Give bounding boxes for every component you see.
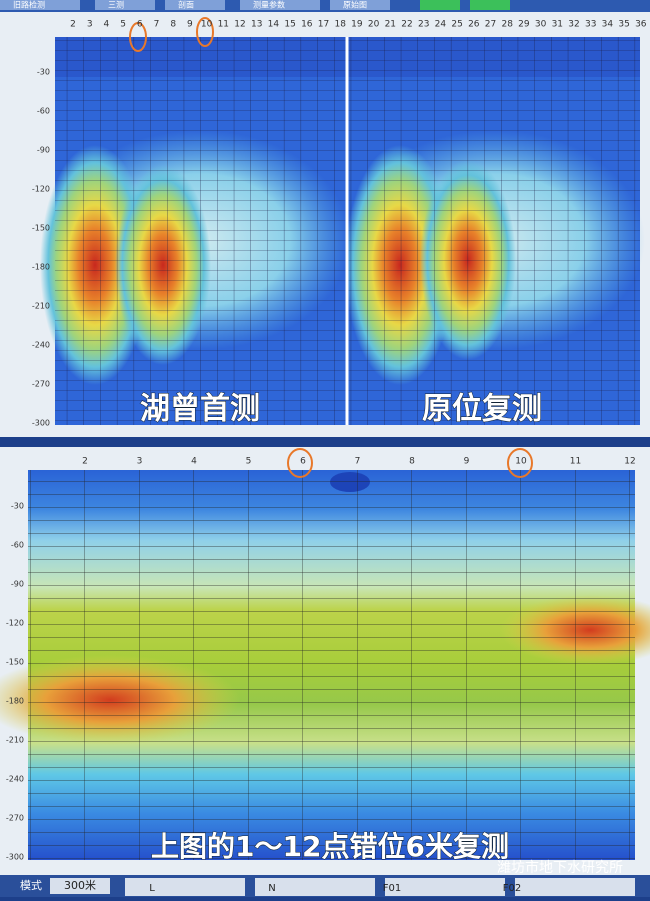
y-tick-label: -60 <box>11 541 24 550</box>
x-tick-label: 25 <box>451 20 462 30</box>
x-tick-label: 28 <box>501 20 513 30</box>
y-tick-label: -30 <box>37 68 50 77</box>
y-tick-label: -120 <box>32 185 50 194</box>
x-tick-label: 26 <box>468 20 480 30</box>
x-tick-label: 6 <box>300 457 306 467</box>
tab[interactable]: 测量参数 <box>253 0 285 10</box>
x-tick-label: 5 <box>246 457 252 467</box>
mode-label: 模式 <box>20 879 42 892</box>
x-tick-label: 19 <box>351 20 363 30</box>
x-tick-label: 30 <box>535 20 547 30</box>
y-tick-label: -210 <box>32 302 50 311</box>
x-tick-label: 11 <box>218 20 229 30</box>
x-tick-label: 4 <box>104 20 110 30</box>
x-tick-label: 21 <box>385 20 396 30</box>
y-tick-label: -90 <box>37 146 50 155</box>
x-tick-label: 14 <box>268 20 280 30</box>
y-tick-label: -270 <box>6 814 24 823</box>
x-tick-label: 9 <box>464 457 470 467</box>
mode-value: 300米 <box>64 879 96 892</box>
status-button[interactable] <box>515 878 635 896</box>
x-tick-label: 11 <box>570 457 581 467</box>
top-panel: 湖曾首测 原位复测 <box>0 12 650 437</box>
status-button[interactable] <box>125 878 245 896</box>
x-tick-label: 10 <box>201 20 213 30</box>
x-tick-label: 16 <box>301 20 313 30</box>
status-button[interactable] <box>255 878 375 896</box>
x-tick-label: 10 <box>515 457 527 467</box>
y-tick-label: -300 <box>32 419 50 428</box>
y-tick-label: -120 <box>6 619 24 628</box>
x-tick-label: 36 <box>635 20 647 30</box>
y-tick-label: -240 <box>32 341 50 350</box>
y-tick-label: -180 <box>32 263 50 272</box>
x-tick-label: 20 <box>368 20 380 30</box>
tab[interactable]: 三测 <box>108 1 124 10</box>
tab[interactable]: 剖面 <box>178 0 194 10</box>
tab[interactable]: 旧路检测 <box>13 0 45 10</box>
caption: 上图的1～12点错位6米复测 <box>151 830 509 863</box>
x-tick-label: 13 <box>251 20 262 30</box>
x-tick-label: 2 <box>82 457 88 467</box>
x-tick-label: 17 <box>318 20 329 30</box>
x-tick-label: 3 <box>137 457 143 467</box>
x-tick-label: 24 <box>435 20 447 30</box>
x-tick-label: 7 <box>154 20 160 30</box>
y-tick-label: -300 <box>6 853 24 862</box>
x-tick-label: 23 <box>418 20 429 30</box>
bottom-panel: 上图的1～12点错位6米复测 潍坊市地下水研究所 <box>0 447 650 876</box>
y-tick-label: -240 <box>6 775 24 784</box>
status-button-label[interactable]: F02 <box>503 883 521 894</box>
y-tick-label: -210 <box>6 736 24 745</box>
x-tick-label: 18 <box>334 20 346 30</box>
x-tick-label: 33 <box>585 20 596 30</box>
status-button[interactable] <box>385 878 505 896</box>
caption: 湖曾首测 <box>140 392 260 427</box>
x-tick-label: 32 <box>568 20 579 30</box>
x-tick-label: 27 <box>485 20 496 30</box>
status-button-label[interactable]: F01 <box>383 883 401 894</box>
x-tick-label: 22 <box>401 20 412 30</box>
x-tick-label: 4 <box>191 457 197 467</box>
y-tick-label: -30 <box>11 502 24 511</box>
x-tick-label: 35 <box>618 20 629 30</box>
x-tick-label: 15 <box>284 20 295 30</box>
x-tick-label: 34 <box>602 20 614 30</box>
x-tick-label: 3 <box>87 20 93 30</box>
status-button-label[interactable]: L <box>149 883 155 894</box>
watermark: 潍坊市地下水研究所 <box>497 859 623 876</box>
y-tick-label: -150 <box>6 658 24 667</box>
x-tick-label: 2 <box>70 20 76 30</box>
x-tick-label: 8 <box>409 457 415 467</box>
status-button-label[interactable]: N <box>268 883 275 894</box>
y-tick-label: -180 <box>6 697 24 706</box>
x-tick-label: 7 <box>355 457 361 467</box>
tab-bar <box>0 0 650 12</box>
x-tick-label: 8 <box>170 20 176 30</box>
x-tick-label: 12 <box>624 457 635 467</box>
tab[interactable]: 原始图 <box>343 0 367 10</box>
x-tick-label: 5 <box>120 20 126 30</box>
y-tick-label: -270 <box>32 380 50 389</box>
x-tick-label: 12 <box>234 20 245 30</box>
x-tick-label: 9 <box>187 20 193 30</box>
caption: 原位复测 <box>422 392 542 427</box>
y-tick-label: -60 <box>37 107 50 116</box>
y-tick-label: -90 <box>11 580 24 589</box>
x-tick-label: 31 <box>552 20 563 30</box>
x-tick-label: 6 <box>137 20 143 30</box>
y-tick-label: -150 <box>32 224 50 233</box>
x-tick-label: 29 <box>518 20 530 30</box>
